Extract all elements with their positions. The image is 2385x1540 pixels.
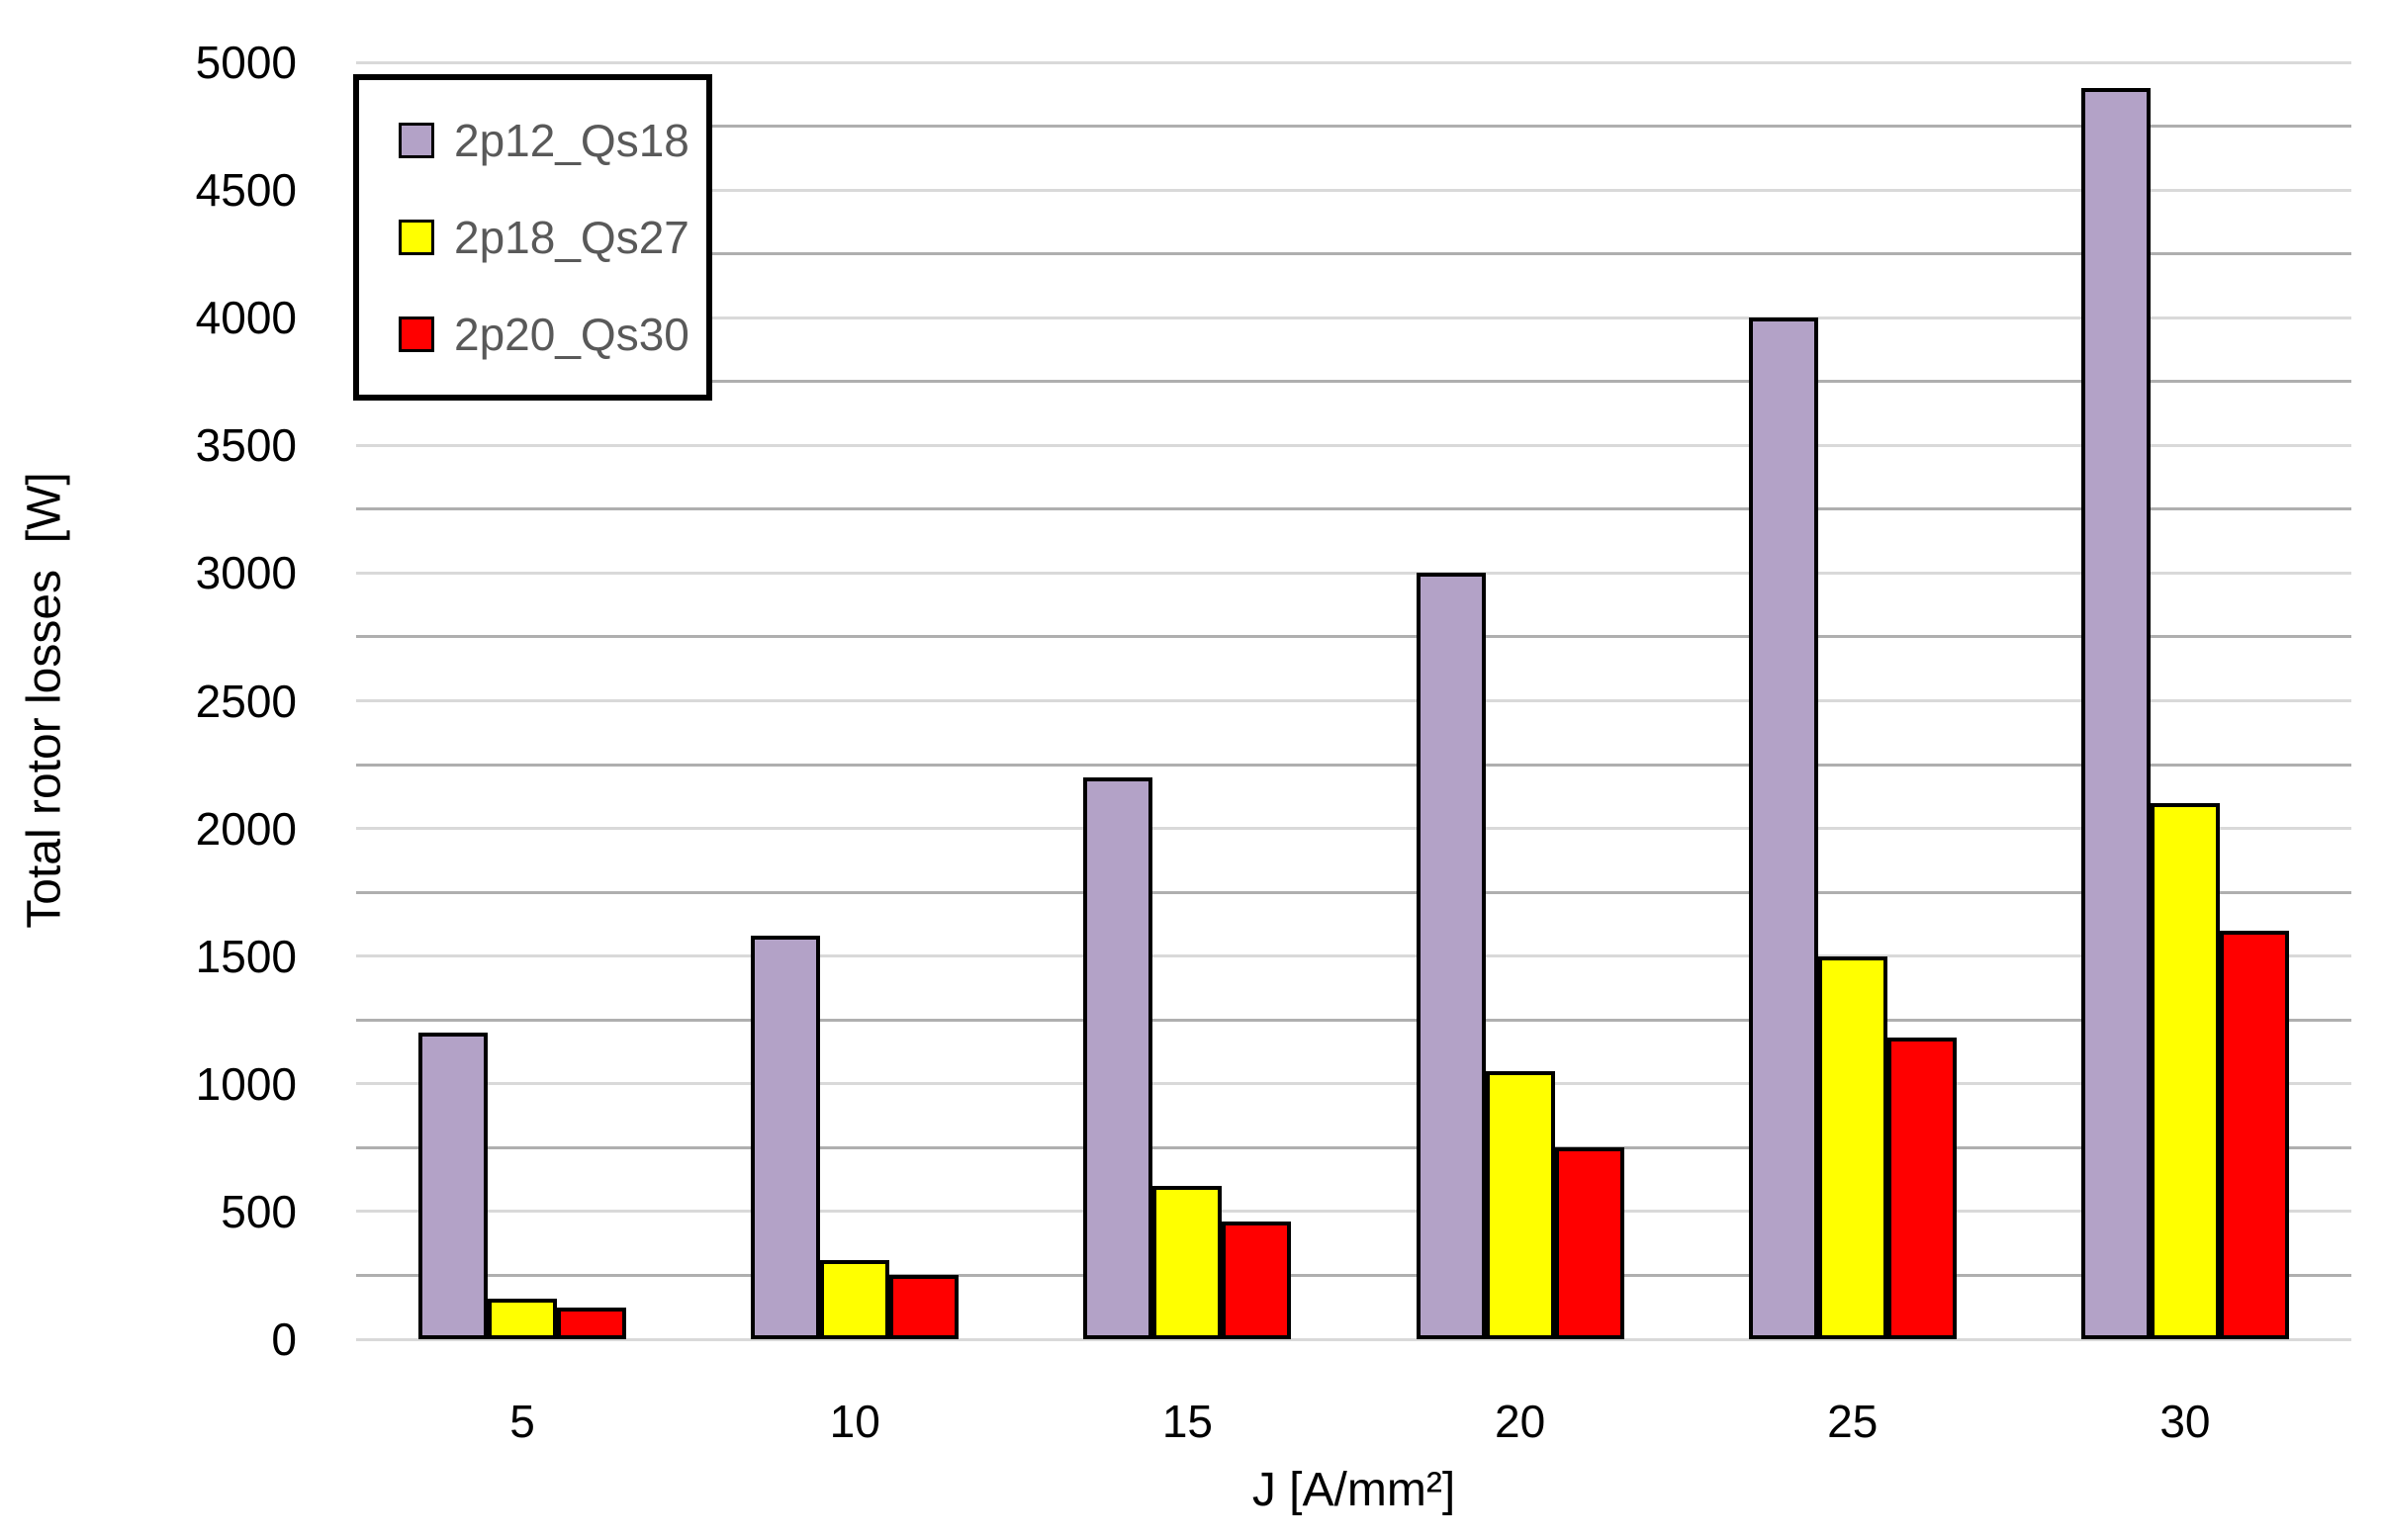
x-tick-label-15: 15: [1161, 1396, 1213, 1447]
gridline-4000: [356, 316, 2351, 319]
legend-label: 2p12_Qs18: [454, 115, 689, 166]
gridline-1000: [356, 1082, 2351, 1086]
x-tick-label-25: 25: [1827, 1396, 1879, 1447]
y-tick-label-2500: 2500: [195, 675, 297, 727]
gridline-2750: [356, 635, 2351, 639]
gridline-2500: [356, 699, 2351, 702]
gridline-1500: [356, 954, 2351, 958]
y-tick-label-3500: 3500: [195, 419, 297, 472]
bar-2p12_Qs18-20: [1416, 573, 1486, 1339]
y-tick-label-4000: 4000: [195, 292, 297, 344]
gridline-1750: [356, 890, 2351, 894]
x-axis-title: J [A/mm²]: [1251, 1464, 1456, 1516]
legend-item-2p18_Qs27: 2p18_Qs27: [399, 211, 706, 264]
bar-2p20_Qs30-25: [1886, 1038, 1957, 1339]
gridline-0: [356, 1337, 2351, 1341]
gridline-250: [356, 1273, 2351, 1277]
plot-area: [356, 60, 2351, 1341]
bar-2p20_Qs30-15: [1222, 1222, 1292, 1339]
gridline-3000: [356, 571, 2351, 575]
gridline-4750: [356, 125, 2351, 129]
y-tick-label-2000: 2000: [195, 802, 297, 855]
legend-swatch-2p12_Qs18: [399, 123, 434, 158]
legend: 2p12_Qs18 2p18_Qs27 2p20_Qs30: [353, 74, 712, 401]
x-tick-label-10: 10: [829, 1396, 880, 1447]
gridline-500: [356, 1210, 2351, 1214]
bar-2p12_Qs18-5: [418, 1033, 489, 1339]
y-tick-label-500: 500: [221, 1185, 297, 1237]
bar-2p20_Qs30-30: [2219, 931, 2289, 1339]
bar-2p18_Qs27-30: [2150, 803, 2220, 1339]
gridline-2250: [356, 763, 2351, 767]
x-tick-label-20: 20: [1494, 1396, 1546, 1447]
bar-2p18_Qs27-25: [1817, 956, 1887, 1339]
bar-2p12_Qs18-15: [1083, 777, 1153, 1339]
gridline-4500: [356, 188, 2351, 192]
gridline-750: [356, 1145, 2351, 1149]
legend-swatch-2p20_Qs30: [399, 317, 434, 352]
gridline-5000: [356, 60, 2351, 64]
gridline-3250: [356, 507, 2351, 511]
gridline-1250: [356, 1018, 2351, 1022]
bar-2p18_Qs27-15: [1152, 1186, 1223, 1339]
gridline-4250: [356, 252, 2351, 256]
legend-label: 2p20_Qs30: [454, 309, 689, 360]
legend-item-2p20_Qs30: 2p20_Qs30: [399, 308, 706, 361]
bar-2p18_Qs27-20: [1485, 1071, 1555, 1339]
bar-2p12_Qs18-10: [751, 936, 821, 1339]
gridline-3750: [356, 380, 2351, 384]
bar-2p18_Qs27-10: [820, 1260, 890, 1339]
bar-2p20_Qs30-10: [889, 1275, 960, 1339]
y-tick-label-4500: 4500: [195, 164, 297, 217]
y-tick-label-5000: 5000: [195, 37, 297, 88]
y-tick-label-0: 0: [271, 1314, 297, 1365]
x-tick-label-5: 5: [509, 1396, 535, 1447]
gridline-2000: [356, 827, 2351, 831]
x-tick-label-30: 30: [2159, 1396, 2211, 1447]
legend-swatch-2p18_Qs27: [399, 220, 434, 255]
y-tick-label-3000: 3000: [195, 547, 297, 599]
bar-2p20_Qs30-20: [1554, 1147, 1624, 1339]
bar-2p18_Qs27-5: [488, 1299, 558, 1339]
legend-label: 2p18_Qs27: [454, 212, 689, 263]
legend-item-2p12_Qs18: 2p12_Qs18: [399, 114, 706, 167]
bar-2p12_Qs18-25: [1748, 317, 1818, 1339]
gridline-3500: [356, 443, 2351, 447]
bar-2p12_Qs18-30: [2080, 88, 2151, 1339]
bar-2p20_Qs30-5: [557, 1308, 627, 1339]
y-tick-label-1500: 1500: [195, 930, 297, 982]
y-tick-label-1000: 1000: [195, 1057, 297, 1110]
